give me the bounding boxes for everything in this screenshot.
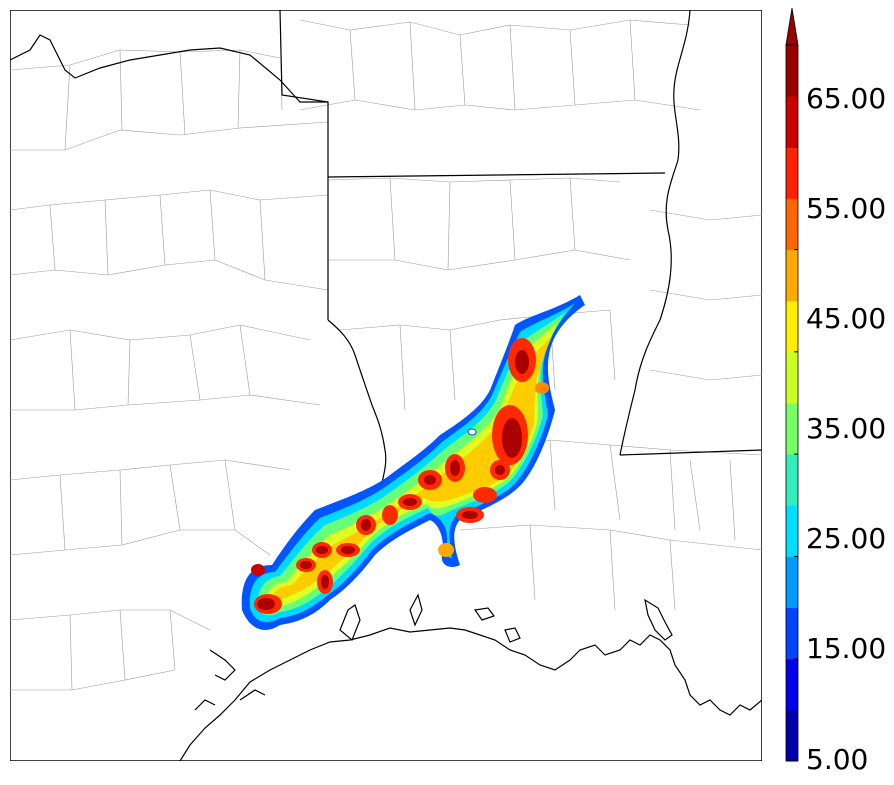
colorbar-segment bbox=[786, 351, 798, 404]
colorbar-segment bbox=[786, 505, 798, 557]
colorbar-segments bbox=[785, 44, 799, 762]
colorbar-segment bbox=[786, 147, 798, 199]
colorbar-segment bbox=[786, 300, 798, 353]
state-boundaries bbox=[10, 10, 762, 571]
colorbar-segment bbox=[786, 658, 798, 711]
colorbar-segment bbox=[786, 607, 798, 660]
colorbar-segment bbox=[786, 454, 798, 506]
colorbar-tick-label: 15.00 bbox=[806, 632, 887, 665]
colorbar-segment bbox=[786, 96, 798, 148]
county-boundaries bbox=[10, 10, 762, 691]
colorbar-tick-label: 55.00 bbox=[806, 192, 887, 225]
colorbar-segment bbox=[786, 249, 798, 302]
colorbar-tick-label: 25.00 bbox=[806, 522, 887, 555]
colorbar-tick-label: 5.00 bbox=[806, 743, 869, 776]
colorbar-segment bbox=[786, 556, 798, 609]
colorbar-segment bbox=[786, 403, 798, 455]
colorbar bbox=[785, 8, 799, 762]
colorbar-segment bbox=[786, 198, 798, 251]
coastline bbox=[179, 593, 762, 761]
colorbar-extend-arrow bbox=[785, 8, 799, 46]
colorbar-tick-label: 45.00 bbox=[806, 302, 887, 335]
colorbar-tick-label: 65.00 bbox=[806, 82, 887, 115]
colorbar-segment bbox=[786, 45, 798, 97]
colorbar-segment bbox=[786, 709, 798, 762]
reflectivity-field bbox=[241, 295, 585, 630]
reflectivity-map bbox=[10, 10, 762, 761]
colorbar-tick-label: 35.00 bbox=[806, 412, 887, 445]
